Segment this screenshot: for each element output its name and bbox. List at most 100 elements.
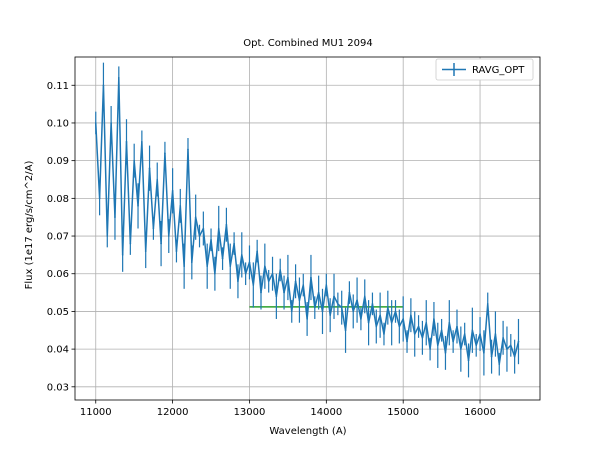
data-point [410,314,412,316]
data-point [240,254,243,256]
y-tick-label: 0.07 [47,232,69,243]
data-point [267,280,270,283]
legend: RAVG_OPT [435,58,534,81]
data-point [483,352,485,354]
y-tick-label: 0.10 [47,118,69,129]
x-tick-label: 12000 [157,407,189,418]
data-point [314,306,316,309]
data-point [137,205,139,207]
data-point [452,340,454,343]
data-point [463,333,466,335]
data-point [486,303,489,305]
data-point [333,295,335,298]
data-point [310,276,312,279]
data-point [379,314,381,316]
data-point [248,261,251,264]
data-point [118,76,120,79]
data-point [502,337,504,339]
data-point [237,280,239,283]
data-point [271,272,274,275]
data-point [183,265,185,267]
data-point [494,333,497,335]
data-point [252,284,255,286]
series-layer [94,62,520,378]
data-point [356,299,358,301]
data-point [260,291,262,294]
data-point [294,280,297,283]
data-point [217,227,220,230]
data-point [352,310,355,313]
data-point [448,321,451,324]
data-point [102,84,105,87]
data-point [156,178,159,181]
data-point [160,242,162,245]
plot-frame [74,56,541,401]
data-point [256,250,258,252]
data-point [387,306,389,309]
data-point [433,318,435,320]
data-point [367,321,370,324]
legend-label-ravg-opt: RAVG_OPT [472,65,525,76]
data-point [167,235,170,237]
data-point [471,329,474,332]
data-point [264,265,266,267]
data-point [194,216,197,218]
x-tick-label: 16000 [464,407,496,418]
x-axis-label: Wavelength (A) [269,426,346,437]
data-point [114,216,116,218]
data-point [509,344,512,347]
data-point [125,141,128,143]
data-point [129,242,132,245]
data-point [287,276,289,279]
data-point [233,242,235,245]
legend-box [435,58,534,81]
data-point [479,333,481,335]
data-point [348,291,351,294]
y-tick-label: 0.06 [47,269,69,280]
data-point [337,303,339,305]
data-point [171,190,174,192]
data-point [164,152,166,154]
data-point [406,340,408,343]
data-point [344,329,347,332]
data-point [390,321,393,324]
tick-layer: 11000 12000 13000 14000 15000 16000 0.03 0.04 0.… [47,81,496,418]
data-point [413,333,416,335]
data-point [475,344,478,347]
data-point [513,355,516,358]
data-point [402,318,404,320]
data-point [317,291,320,294]
data-point [398,325,401,328]
grid [75,57,540,400]
y-tick-label: 0.11 [47,81,69,92]
y-tick-label: 0.04 [47,345,69,356]
data-point [456,325,458,328]
data-point [340,306,343,309]
data-point [275,295,278,298]
data-point [394,310,397,313]
data-point [467,359,470,362]
x-tick-label: 11000 [80,407,112,418]
data-point [110,122,112,124]
data-point [321,310,324,313]
data-point [375,325,378,328]
data-point [444,352,447,354]
y-tick-label: 0.08 [47,194,69,205]
data-point [498,363,501,365]
data-point [221,257,224,260]
data-point [429,348,431,350]
data-point [202,227,205,230]
data-point [436,344,439,347]
data-point [371,303,374,305]
data-point [141,141,143,143]
y-tick-label: 0.03 [47,382,69,393]
data-point [421,337,424,339]
data-point [298,299,301,301]
data-point [106,235,109,237]
data-point [214,272,216,275]
data-point [94,122,97,124]
data-point [425,321,428,324]
data-point [360,318,362,320]
data-point [490,355,493,358]
